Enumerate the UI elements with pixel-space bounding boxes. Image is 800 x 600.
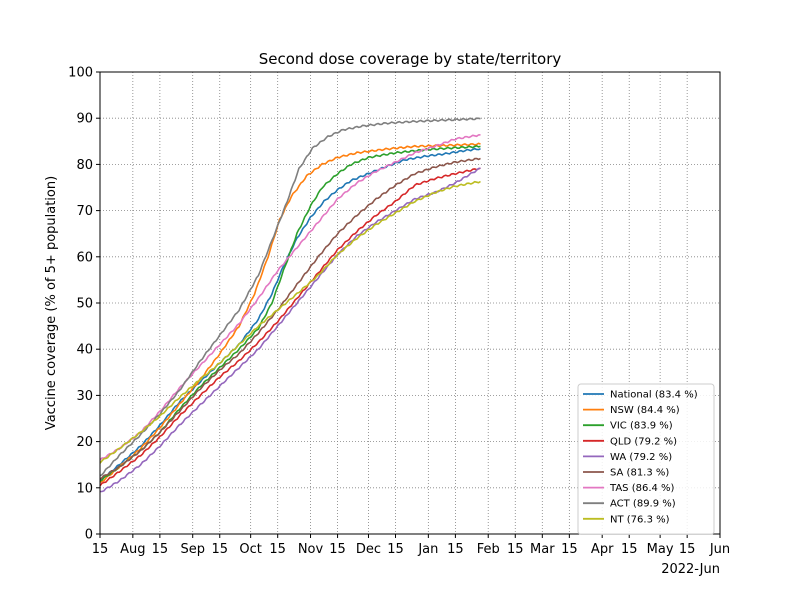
y-tick-label: 50 xyxy=(76,297,93,312)
chart-title: Second dose coverage by state/territory xyxy=(259,50,562,68)
x-tick-label: May xyxy=(647,542,674,557)
y-tick-label: 70 xyxy=(76,204,93,219)
x-tick-label: 15 xyxy=(679,542,696,557)
x-tick-label: Dec xyxy=(356,542,381,557)
y-tick-label: 40 xyxy=(76,343,93,358)
x-axis-offset-label: 2022-Jun xyxy=(661,562,720,577)
x-tick-label: Feb xyxy=(477,542,500,557)
y-tick-label: 10 xyxy=(76,481,93,496)
y-tick-label: 60 xyxy=(76,250,93,265)
x-axis: 15 Aug 15 Sep 15 Oct 15 Nov 15 Dec 15 Jan 15 Feb 15 Mar… xyxy=(92,534,730,557)
x-tick-label: Sep xyxy=(180,542,205,557)
series-line-1 xyxy=(99,142,481,484)
x-tick-label: 15 xyxy=(152,542,169,557)
series-line-8 xyxy=(99,180,481,464)
y-axis-label: Vaccine coverage (% of 5+ population) xyxy=(44,176,59,430)
x-tick-label: 15 xyxy=(211,542,228,557)
x-tick-label: 15 xyxy=(621,542,638,557)
legend-label: QLD (79.2 %) xyxy=(610,436,677,447)
x-tick-label: Jun xyxy=(709,542,730,557)
y-tick-label: 20 xyxy=(76,435,93,450)
x-tick-label: Jan xyxy=(417,542,438,557)
x-tick-label: 15 xyxy=(269,542,286,557)
x-tick-label: 15 xyxy=(561,542,578,557)
legend-label: ACT (89.9 %) xyxy=(610,499,676,510)
y-axis: 0 10 20 30 40 50 60 70 80 90 100 xyxy=(68,66,100,543)
y-tick-label: 90 xyxy=(76,112,93,127)
series-line-4 xyxy=(99,167,481,493)
legend-label: SA (81.3 %) xyxy=(610,468,669,479)
x-tick-label: Oct xyxy=(239,542,261,557)
x-tick-label: 15 xyxy=(329,542,346,557)
legend-label: TAS (86.4 %) xyxy=(609,483,675,494)
legend: National (83.4 %) NSW (84.4 %) VIC (83.9 %… xyxy=(577,383,715,535)
legend-label: NSW (84.4 %) xyxy=(610,405,680,416)
series-line-3 xyxy=(99,167,481,487)
legend-label: National (83.4 %) xyxy=(610,390,698,401)
y-tick-label: 30 xyxy=(76,389,93,404)
x-tick-label: Nov xyxy=(298,542,324,557)
legend-label: WA (79.2 %) xyxy=(610,452,672,463)
x-tick-label: Aug xyxy=(120,542,145,557)
legend-label: NT (76.3 %) xyxy=(610,514,670,525)
x-tick-label: 15 xyxy=(447,542,464,557)
y-tick-label: 100 xyxy=(68,66,93,81)
x-tick-label: Apr xyxy=(591,542,614,557)
series-line-7 xyxy=(99,117,481,477)
series-line-5 xyxy=(99,157,481,480)
series-line-6 xyxy=(99,134,481,461)
x-tick-label: Mar xyxy=(530,542,555,557)
x-tick-label: 15 xyxy=(507,542,524,557)
legend-box xyxy=(577,383,715,535)
x-tick-label: 15 xyxy=(92,542,109,557)
y-tick-label: 0 xyxy=(85,528,93,543)
x-tick-label: 15 xyxy=(387,542,404,557)
series-lines xyxy=(99,117,481,493)
legend-label: VIC (83.9 %) xyxy=(610,421,673,432)
y-tick-label: 80 xyxy=(76,158,93,173)
